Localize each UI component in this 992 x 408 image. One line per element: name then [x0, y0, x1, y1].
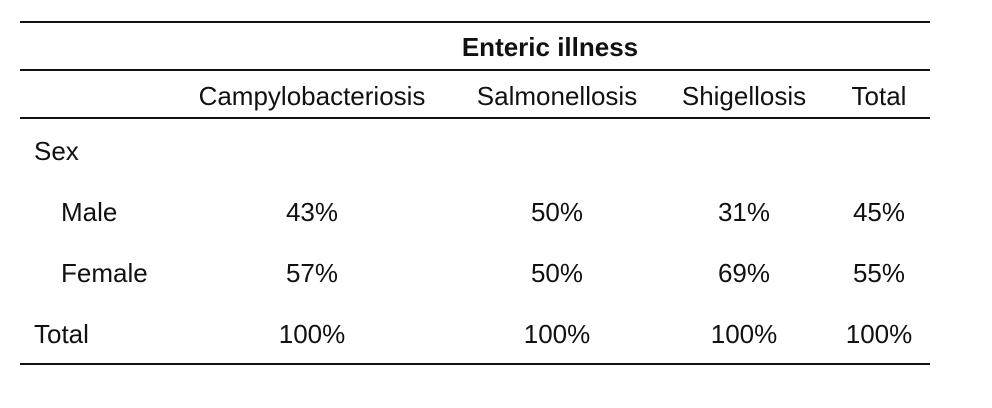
total-cell: 100% — [710, 319, 778, 349]
top-rule — [20, 21, 930, 23]
total-cell: 100% — [523, 319, 591, 349]
row-label: Male — [61, 197, 118, 227]
total-label: Total — [34, 319, 89, 349]
total-cell: 100% — [845, 319, 913, 349]
section-label: Sex — [34, 136, 79, 166]
column-header: Campylobacteriosis — [198, 81, 426, 111]
spanner-header: Enteric illness — [461, 32, 639, 62]
cell: 57% — [285, 258, 339, 288]
cell: 50% — [530, 258, 584, 288]
column-header: Salmonellosis — [476, 81, 638, 111]
cell: 55% — [852, 258, 906, 288]
header-rule — [20, 117, 930, 119]
row-label: Female — [61, 258, 148, 288]
column-header: Shigellosis — [681, 81, 807, 111]
cell: 50% — [530, 197, 584, 227]
cell: 45% — [852, 197, 906, 227]
bottom-rule — [20, 363, 930, 365]
cell: 31% — [717, 197, 771, 227]
total-cell: 100% — [278, 319, 346, 349]
cell: 69% — [717, 258, 771, 288]
column-header: Total — [851, 81, 907, 111]
spanner-rule — [20, 69, 930, 71]
cell: 43% — [285, 197, 339, 227]
